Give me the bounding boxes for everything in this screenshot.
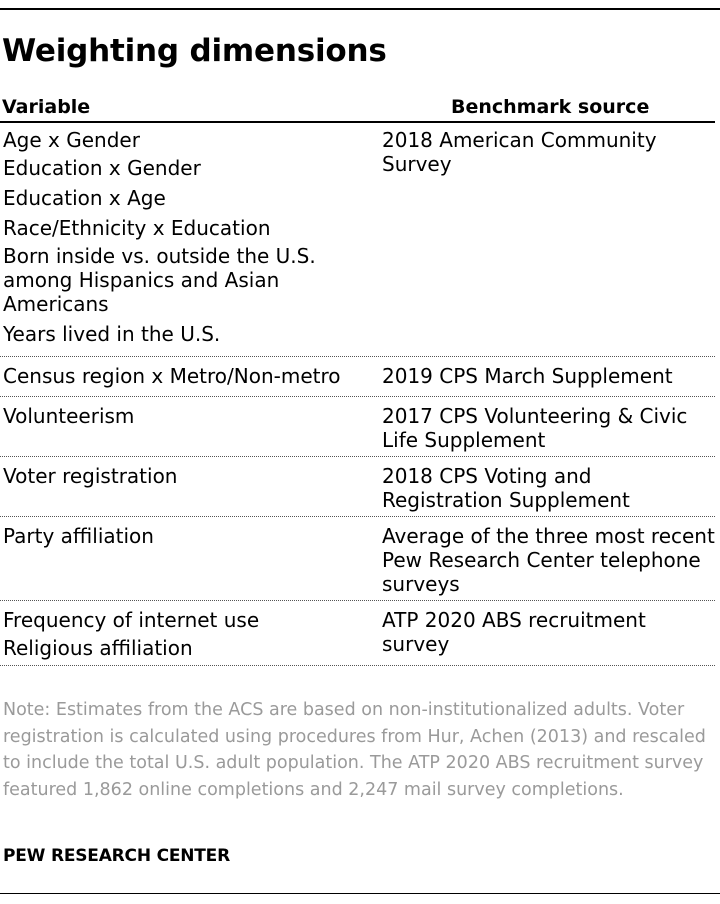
variable-item: Census region x Metro/Non-metro (3, 364, 341, 388)
variable-cell: Volunteerism (3, 404, 353, 428)
header-rule (0, 121, 715, 123)
variable-item: Years lived in the U.S. (3, 322, 221, 346)
variable-cell: Census region x Metro/Non-metro (3, 364, 353, 388)
page-title: Weighting dimensions (2, 33, 387, 69)
row-divider (0, 456, 715, 457)
row-divider (0, 665, 715, 666)
variable-item: Age x Gender (3, 128, 140, 152)
variable-cell: Frequency of internet use Religious affi… (3, 608, 353, 660)
source-organization: PEW RESEARCH CENTER (3, 846, 230, 866)
variable-item: Born inside vs. outside the U.S. among H… (3, 244, 316, 316)
variable-item: Religious affiliation (3, 636, 193, 660)
table-row: Frequency of internet use Religious affi… (0, 601, 715, 666)
top-rule (0, 8, 720, 10)
row-divider (0, 600, 715, 601)
variable-item: Education x Age (3, 186, 166, 210)
variable-item: Voter registration (3, 464, 178, 488)
variable-cell: Party affiliation (3, 524, 353, 548)
benchmark-source-cell: 2017 CPS Volunteering & Civic Life Suppl… (382, 404, 688, 452)
table-row: Volunteerism 2017 CPS Volunteering & Civ… (0, 397, 715, 457)
benchmark-source-cell: 2018 American Community Survey (382, 128, 657, 176)
row-divider (0, 356, 715, 357)
variable-item: Education x Gender (3, 156, 201, 180)
variable-item: Frequency of internet use (3, 608, 260, 632)
variable-item: Race/Ethnicity x Education (3, 216, 271, 240)
row-divider (0, 396, 715, 397)
variable-cell: Age x Gender Education x Gender Educatio… (3, 128, 353, 346)
row-divider (0, 516, 715, 517)
variable-item: Party affiliation (3, 524, 154, 548)
table-row: Voter registration 2018 CPS Voting and R… (0, 457, 715, 517)
table-row: Age x Gender Education x Gender Educatio… (0, 123, 715, 357)
variable-cell: Voter registration (3, 464, 353, 488)
column-header-benchmark-source: Benchmark source (451, 96, 650, 118)
benchmark-source-cell: ATP 2020 ABS recruitment survey (382, 608, 646, 656)
bottom-rule (0, 893, 720, 894)
table-row: Party affiliation Average of the three m… (0, 517, 715, 601)
benchmark-source-cell: 2018 CPS Voting and Registration Supplem… (382, 464, 630, 512)
benchmark-source-cell: Average of the three most recent Pew Res… (382, 524, 715, 596)
benchmark-source-cell: 2019 CPS March Supplement (382, 364, 673, 388)
column-header-variable: Variable (2, 96, 91, 118)
footnote: Note: Estimates from the ACS are based o… (3, 700, 706, 800)
variable-item: Volunteerism (3, 404, 135, 428)
table-row: Census region x Metro/Non-metro 2019 CPS… (0, 357, 715, 397)
